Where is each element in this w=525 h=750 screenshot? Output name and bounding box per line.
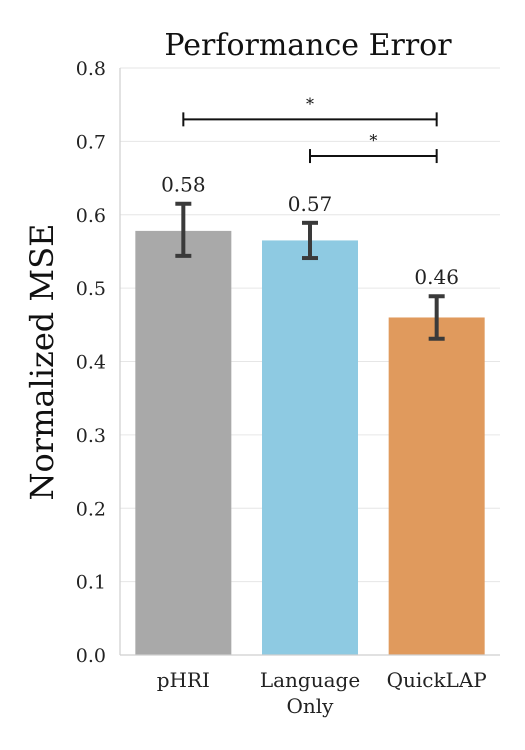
bar-1 <box>135 230 232 655</box>
x-tick-label-line: pHRI <box>157 668 210 692</box>
y-tick-label: 0.2 <box>76 498 106 520</box>
data-labels: 0.58 0.57 0.46 <box>161 173 459 289</box>
x-tick-label-line: QuickLAP <box>387 668 487 692</box>
data-label: 0.58 <box>161 173 206 197</box>
data-label: 0.57 <box>288 192 333 216</box>
x-tick-label-line: Language <box>260 668 360 692</box>
x-tick-label: Language Only <box>260 668 360 718</box>
y-tick-label: 0.7 <box>76 131 106 153</box>
significance-label: * <box>369 131 377 150</box>
bars <box>135 230 485 655</box>
x-tick-label: pHRI <box>157 668 210 692</box>
x-tick-label-line: Only <box>287 694 335 718</box>
bar-2 <box>262 240 358 655</box>
y-axis-label: Normalized MSE <box>23 224 61 501</box>
y-tick-label: 0.0 <box>76 645 106 667</box>
significance-brackets: ** <box>182 94 438 164</box>
chart-title: Performance Error <box>164 28 452 63</box>
significance-label: * <box>306 94 314 113</box>
bar-3 <box>388 317 485 655</box>
data-label: 0.46 <box>414 265 459 289</box>
y-tick-label: 0.1 <box>76 572 106 594</box>
y-tick-label: 0.4 <box>76 352 106 374</box>
y-tick-label: 0.6 <box>76 205 106 227</box>
y-tick-label: 0.5 <box>76 278 106 300</box>
x-tick-label: QuickLAP <box>387 668 487 692</box>
y-tick-label: 0.3 <box>76 425 106 447</box>
y-tick-label: 0.8 <box>76 58 106 80</box>
error-bars <box>175 201 445 341</box>
axes: 0.0 0.1 0.2 0.3 0.4 0.5 0.6 0.7 0.8 pHRI Language O… <box>76 58 500 718</box>
